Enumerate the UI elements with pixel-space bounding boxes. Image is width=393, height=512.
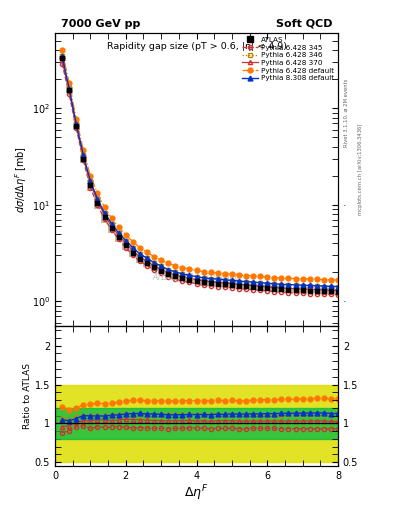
Text: Rapidity gap size (pT > 0.6, |η| < 4.9): Rapidity gap size (pT > 0.6, |η| < 4.9)	[107, 42, 286, 51]
Text: 7000 GeV pp: 7000 GeV pp	[61, 19, 140, 29]
Y-axis label: $d\sigma / d\Delta\eta^F$ [mb]: $d\sigma / d\Delta\eta^F$ [mb]	[13, 146, 29, 214]
Text: Rivet 3.1.10, ≥ 2M events: Rivet 3.1.10, ≥ 2M events	[344, 78, 349, 147]
Y-axis label: Ratio to ATLAS: Ratio to ATLAS	[23, 363, 32, 429]
X-axis label: $\Delta\eta^F$: $\Delta\eta^F$	[184, 483, 209, 503]
Text: ATLAS_2012_I1084540: ATLAS_2012_I1084540	[153, 272, 240, 281]
Text: Soft QCD: Soft QCD	[276, 19, 332, 29]
Text: mcplots.cern.ch [arXiv:1306.3436]: mcplots.cern.ch [arXiv:1306.3436]	[358, 123, 363, 215]
Legend: ATLAS, Pythia 6.428 345, Pythia 6.428 346, Pythia 6.428 370, Pythia 6.428 defaul: ATLAS, Pythia 6.428 345, Pythia 6.428 34…	[240, 35, 336, 82]
